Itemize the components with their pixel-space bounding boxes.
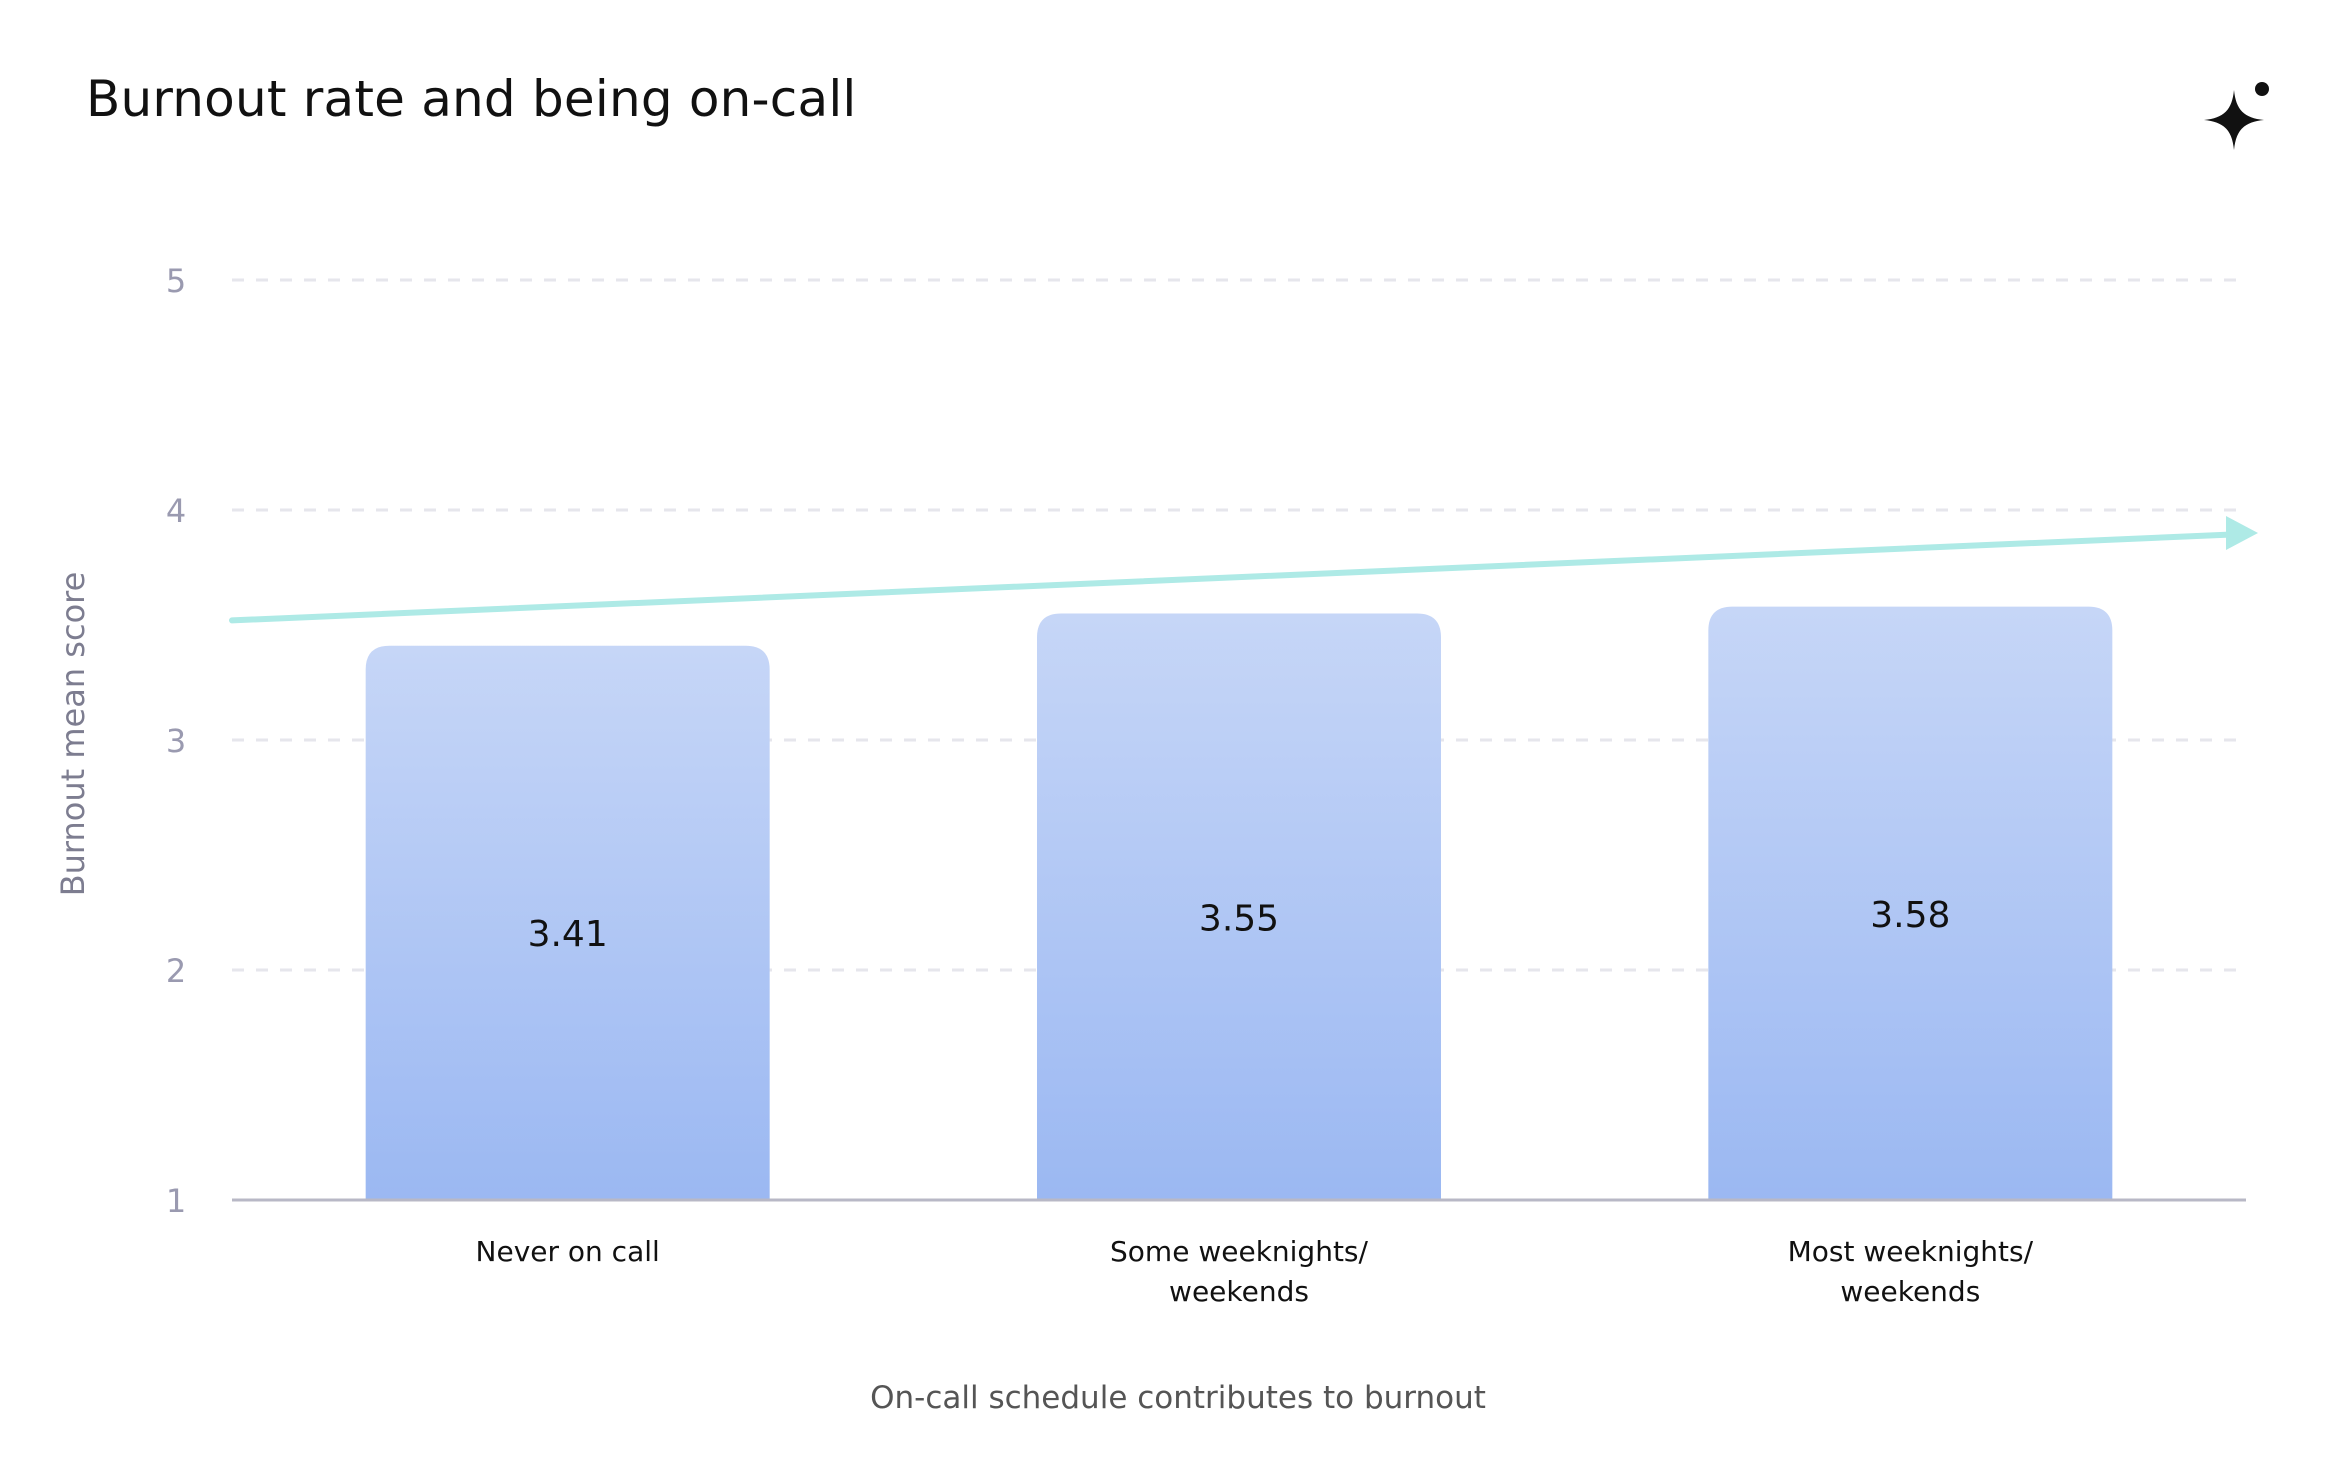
bars — [365, 606, 2113, 1200]
category-label: Never on call — [476, 1235, 660, 1268]
trend-arrowhead — [2226, 516, 2258, 550]
x-axis-label: On-call schedule contributes to burnout — [870, 1380, 1486, 1416]
bar-value-label: 3.58 — [1870, 895, 1950, 936]
y-tick-label: 1 — [166, 1182, 186, 1220]
bar — [1037, 613, 1441, 1200]
trend-line — [229, 531, 2235, 624]
bar-value-label: 3.41 — [528, 914, 608, 955]
y-tick-label: 4 — [166, 492, 186, 530]
chart-title: Burnout rate and being on-call — [86, 70, 857, 128]
y-axis-label: Burnout mean score — [54, 572, 92, 897]
y-tick-label: 3 — [166, 722, 186, 760]
value-labels: 3.41 3.55 3.58 — [528, 895, 1951, 955]
bar — [365, 645, 770, 1200]
category-label: Some weeknights/ — [1110, 1235, 1368, 1268]
y-tick-labels: 1 2 3 4 5 — [166, 262, 186, 1220]
bar — [1708, 606, 2113, 1200]
trend-arrow — [229, 516, 2258, 624]
category-label: weekends — [1169, 1275, 1309, 1308]
y-tick-label: 5 — [166, 262, 186, 300]
sparkle-icon — [2204, 82, 2269, 150]
bar-value-label: 3.55 — [1199, 898, 1279, 939]
y-tick-label: 2 — [166, 952, 186, 990]
category-labels: Never on call Some weeknights/weekends Mos… — [476, 1235, 2034, 1308]
category-label: weekends — [1840, 1275, 1980, 1308]
category-label: Most weeknights/ — [1788, 1235, 2034, 1268]
